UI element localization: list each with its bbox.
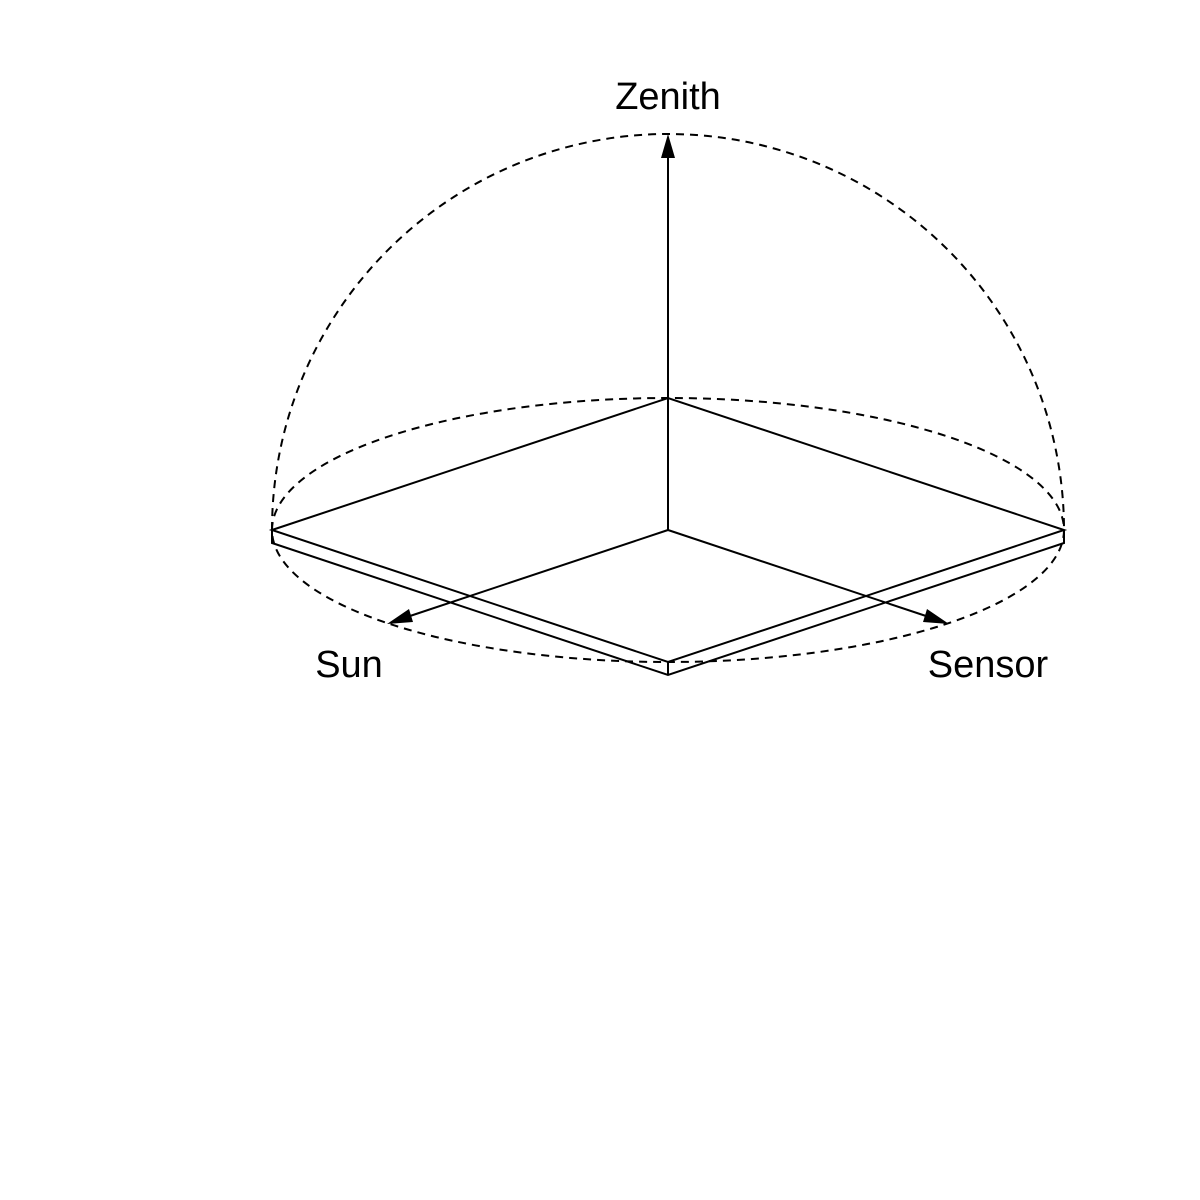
sun-label: Sun	[315, 644, 383, 686]
sensor-direction-line	[667, 529, 933, 619]
sun-direction-line	[403, 529, 669, 619]
sensor-arrowhead	[923, 609, 949, 624]
sun-arrowhead	[387, 609, 413, 624]
zenith-arrowhead	[661, 134, 675, 158]
sensor-label: Sensor	[928, 644, 1049, 686]
zenith-label: Zenith	[615, 76, 721, 118]
